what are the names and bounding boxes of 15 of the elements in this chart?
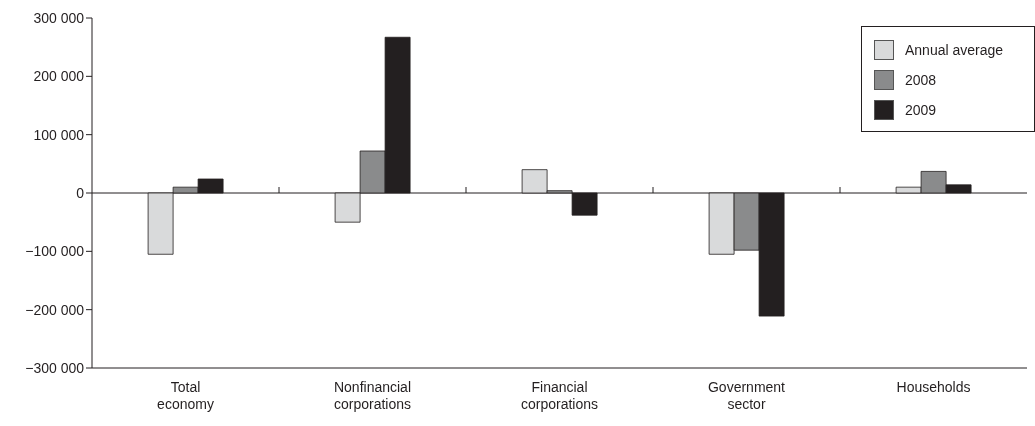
y-tick-label: −100 000 [25,243,85,260]
legend-label: Annual average [905,42,1004,58]
x-tick-label: Financial corporations [520,379,599,412]
x-tick-label: Government sector [707,379,786,412]
y-tick-label: 100 000 [33,126,85,143]
legend-label: 2008 [905,72,937,88]
y-tick-label: 300 000 [33,9,85,26]
y-tick-label: 0 [76,184,85,201]
x-tick-label: Total economy [157,379,214,412]
x-tick-label: Nonfinancial corporations [333,379,412,412]
y-tick-label: −200 000 [25,301,85,318]
legend-label: 2009 [905,102,937,118]
y-tick-label: 200 000 [33,68,85,85]
y-tick-label: −300 000 [25,359,85,376]
x-tick-label: Households [896,379,971,395]
